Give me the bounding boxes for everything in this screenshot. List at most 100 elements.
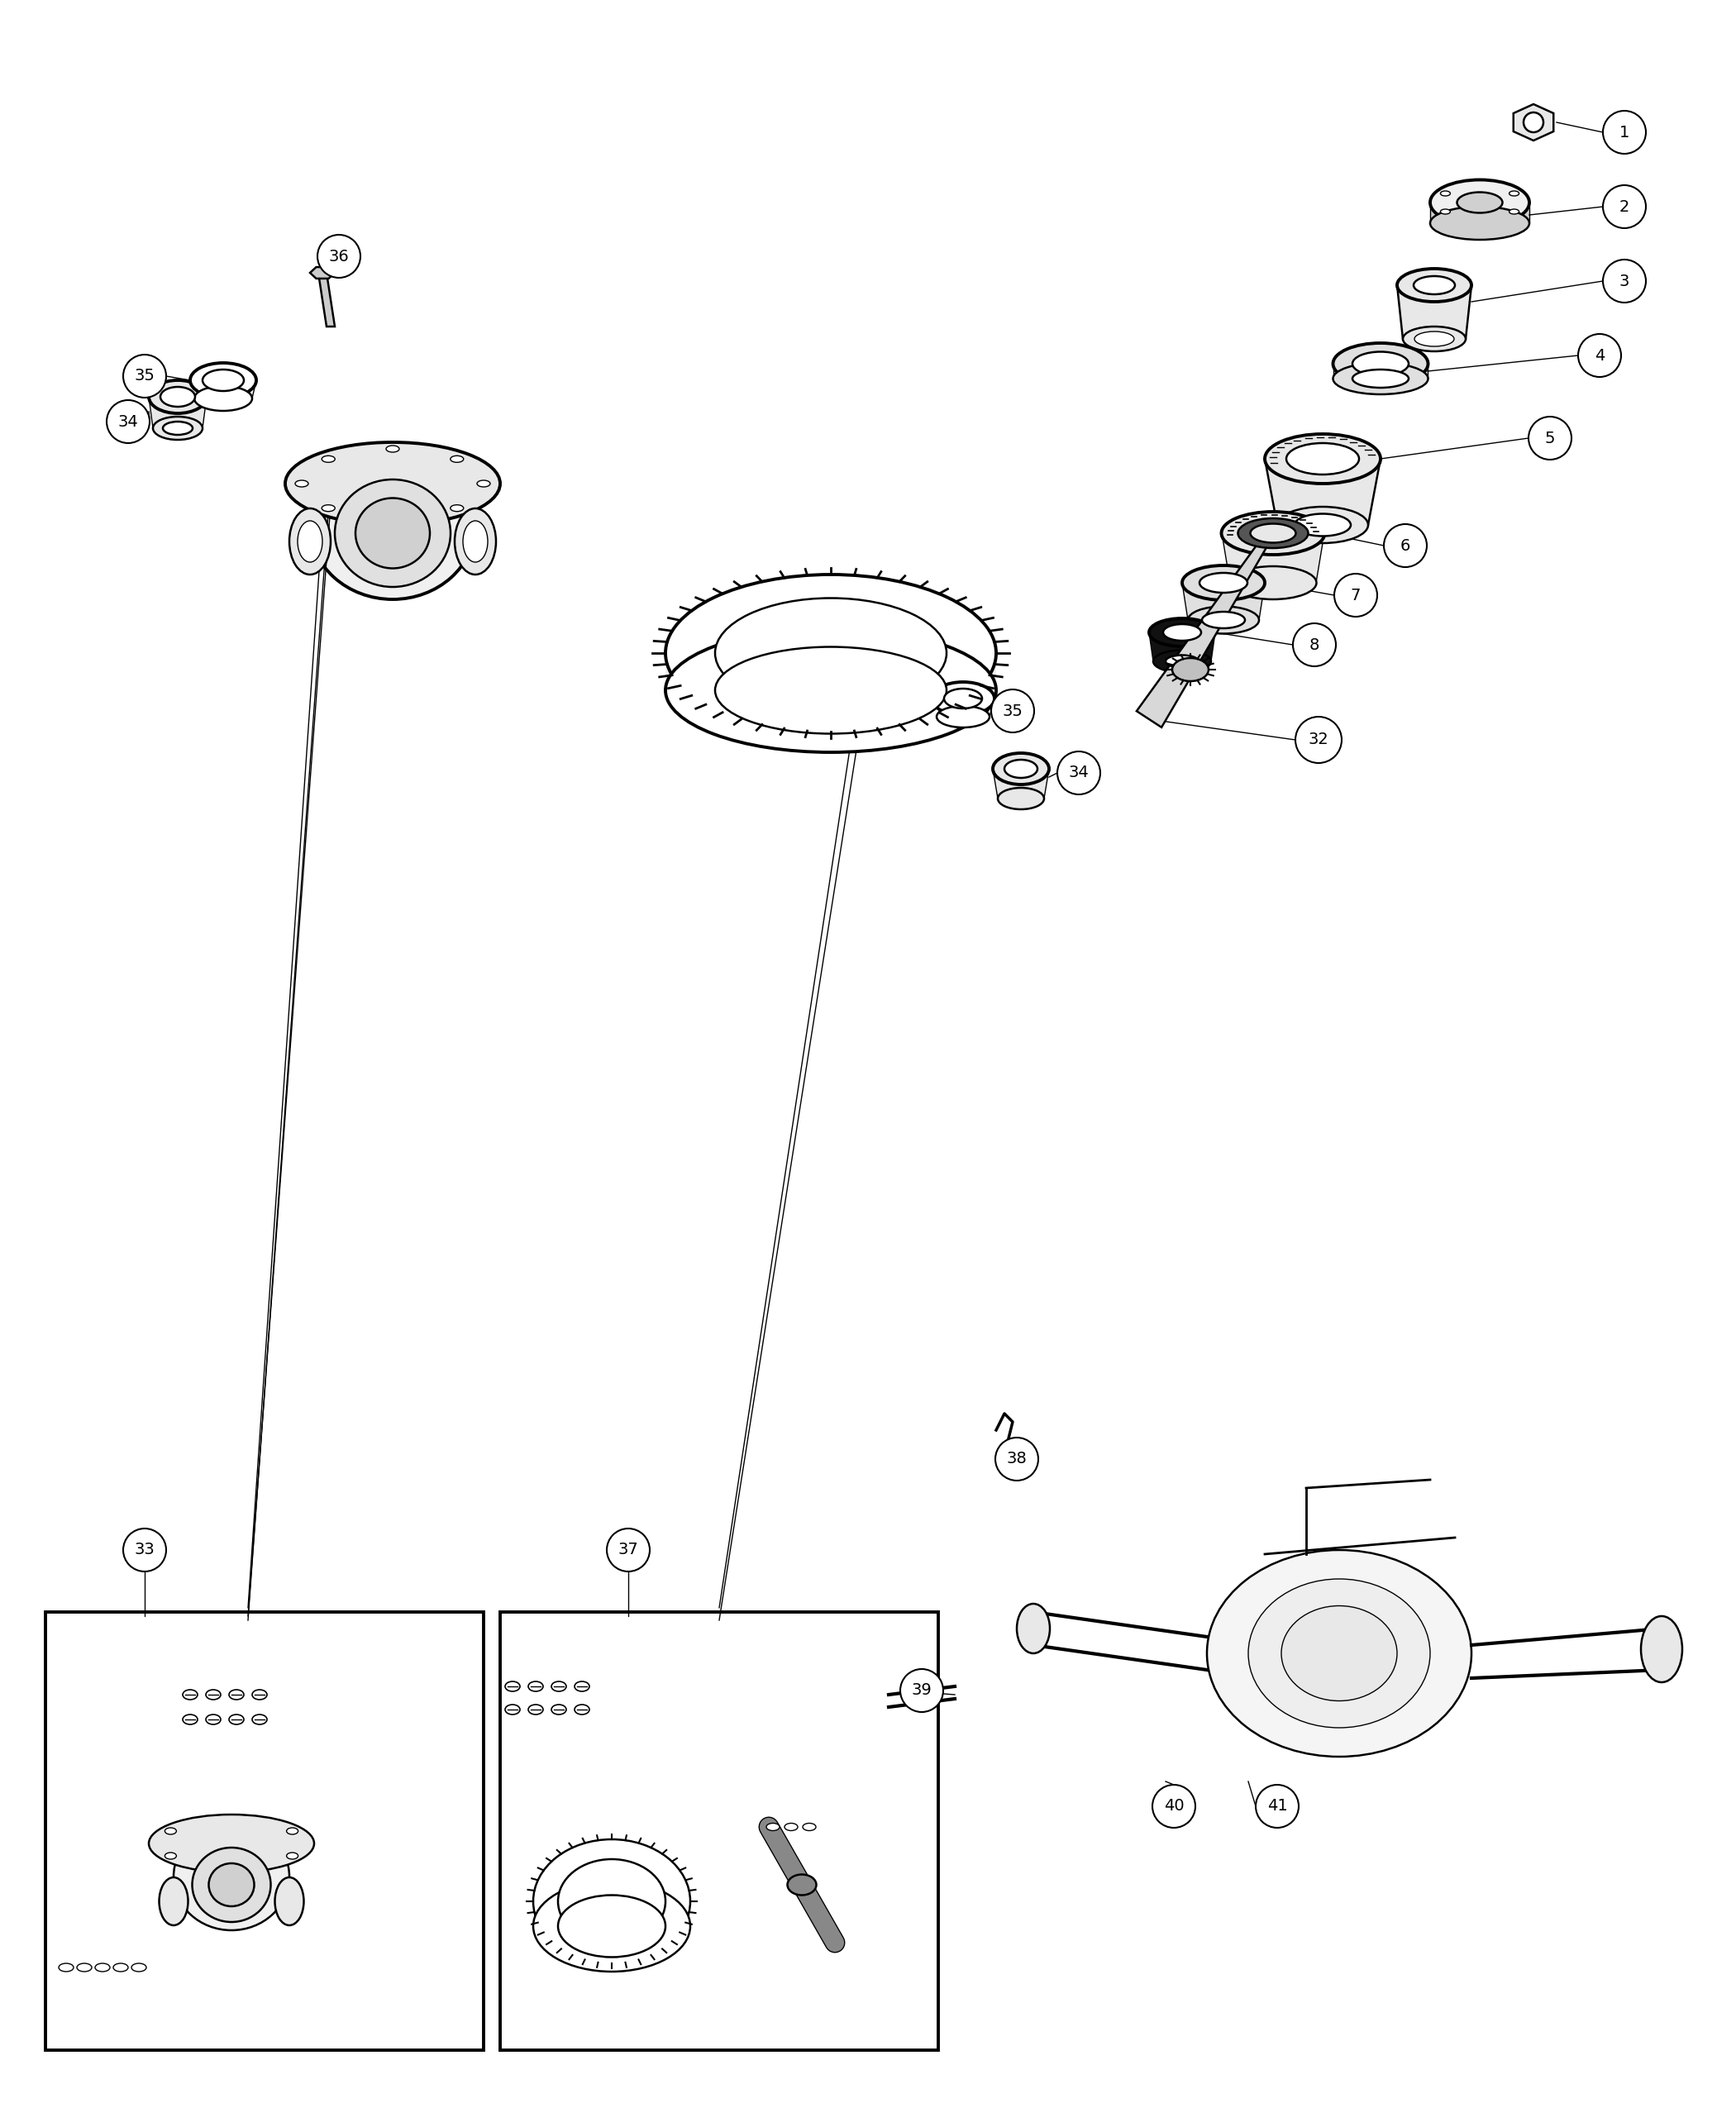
Ellipse shape — [335, 479, 451, 586]
Ellipse shape — [1333, 363, 1429, 394]
Circle shape — [1295, 717, 1342, 763]
Ellipse shape — [1281, 1606, 1397, 1701]
Ellipse shape — [1165, 656, 1198, 668]
Circle shape — [1578, 333, 1621, 377]
Polygon shape — [318, 272, 335, 327]
Ellipse shape — [160, 1878, 187, 1925]
Polygon shape — [1137, 540, 1269, 727]
Ellipse shape — [1413, 276, 1455, 295]
Ellipse shape — [557, 1895, 665, 1956]
Ellipse shape — [165, 1828, 177, 1834]
Ellipse shape — [715, 647, 946, 734]
Polygon shape — [191, 379, 257, 398]
Ellipse shape — [533, 1880, 691, 1971]
Text: 33: 33 — [134, 1543, 155, 1558]
Ellipse shape — [194, 386, 252, 411]
Polygon shape — [1222, 533, 1325, 582]
Ellipse shape — [203, 369, 243, 390]
Ellipse shape — [160, 388, 194, 407]
Polygon shape — [1514, 103, 1554, 141]
Ellipse shape — [665, 575, 996, 731]
Ellipse shape — [1286, 443, 1359, 474]
Circle shape — [1153, 1785, 1196, 1828]
Ellipse shape — [1017, 1604, 1050, 1653]
Circle shape — [1524, 112, 1543, 133]
Ellipse shape — [1403, 327, 1465, 352]
Ellipse shape — [1352, 352, 1408, 375]
Ellipse shape — [715, 599, 946, 708]
Text: 1: 1 — [1620, 124, 1630, 139]
Ellipse shape — [1207, 1549, 1472, 1756]
Circle shape — [123, 1528, 167, 1570]
Ellipse shape — [76, 1963, 92, 1971]
Ellipse shape — [59, 1963, 73, 1971]
Ellipse shape — [1266, 434, 1380, 483]
Text: 35: 35 — [134, 369, 155, 384]
Ellipse shape — [1457, 192, 1502, 213]
Text: 34: 34 — [1069, 765, 1088, 780]
Text: 41: 41 — [1267, 1798, 1288, 1815]
Ellipse shape — [1250, 523, 1295, 542]
Circle shape — [1528, 417, 1571, 460]
Ellipse shape — [450, 455, 464, 462]
Ellipse shape — [286, 1828, 299, 1834]
Ellipse shape — [285, 443, 500, 525]
Ellipse shape — [1229, 567, 1316, 599]
Circle shape — [123, 354, 167, 398]
Ellipse shape — [785, 1823, 799, 1830]
Ellipse shape — [149, 1815, 314, 1872]
Circle shape — [106, 401, 149, 443]
Ellipse shape — [1163, 624, 1201, 641]
Polygon shape — [932, 698, 995, 717]
Ellipse shape — [557, 1859, 665, 1944]
Ellipse shape — [208, 1863, 253, 1906]
Text: 32: 32 — [1309, 731, 1328, 748]
Text: 39: 39 — [911, 1682, 932, 1699]
Ellipse shape — [788, 1874, 816, 1895]
Ellipse shape — [1182, 565, 1266, 601]
Ellipse shape — [1149, 618, 1215, 647]
Ellipse shape — [1187, 607, 1259, 635]
Circle shape — [901, 1670, 943, 1712]
Text: 5: 5 — [1545, 430, 1555, 447]
Polygon shape — [533, 1901, 691, 1927]
Circle shape — [1602, 186, 1646, 228]
Ellipse shape — [1441, 192, 1450, 196]
Ellipse shape — [1415, 331, 1455, 346]
Ellipse shape — [385, 514, 399, 521]
Ellipse shape — [113, 1963, 128, 1971]
Ellipse shape — [1248, 1579, 1430, 1729]
Ellipse shape — [1153, 649, 1212, 672]
Circle shape — [608, 1528, 649, 1570]
Ellipse shape — [937, 706, 990, 727]
Ellipse shape — [1172, 658, 1208, 681]
Polygon shape — [1430, 207, 1529, 223]
Ellipse shape — [165, 1853, 177, 1859]
Circle shape — [1335, 573, 1377, 618]
Ellipse shape — [311, 451, 476, 599]
Ellipse shape — [766, 1823, 779, 1830]
Ellipse shape — [665, 628, 996, 753]
Ellipse shape — [274, 1878, 304, 1925]
Ellipse shape — [1238, 519, 1309, 548]
Circle shape — [1255, 1785, 1299, 1828]
Ellipse shape — [1430, 207, 1529, 240]
Polygon shape — [1266, 460, 1380, 525]
Ellipse shape — [1441, 209, 1450, 215]
Polygon shape — [149, 396, 207, 428]
Ellipse shape — [174, 1823, 290, 1931]
Polygon shape — [1182, 582, 1266, 620]
Text: 37: 37 — [618, 1543, 639, 1558]
Text: 8: 8 — [1309, 637, 1319, 653]
Ellipse shape — [998, 788, 1043, 809]
Text: 34: 34 — [118, 413, 139, 430]
Text: 35: 35 — [1002, 704, 1023, 719]
Text: 3: 3 — [1620, 274, 1630, 289]
Ellipse shape — [802, 1823, 816, 1830]
Ellipse shape — [1509, 209, 1519, 215]
Ellipse shape — [1352, 369, 1408, 388]
Ellipse shape — [385, 445, 399, 453]
Ellipse shape — [993, 753, 1049, 784]
Ellipse shape — [132, 1963, 146, 1971]
Text: 7: 7 — [1351, 588, 1361, 603]
